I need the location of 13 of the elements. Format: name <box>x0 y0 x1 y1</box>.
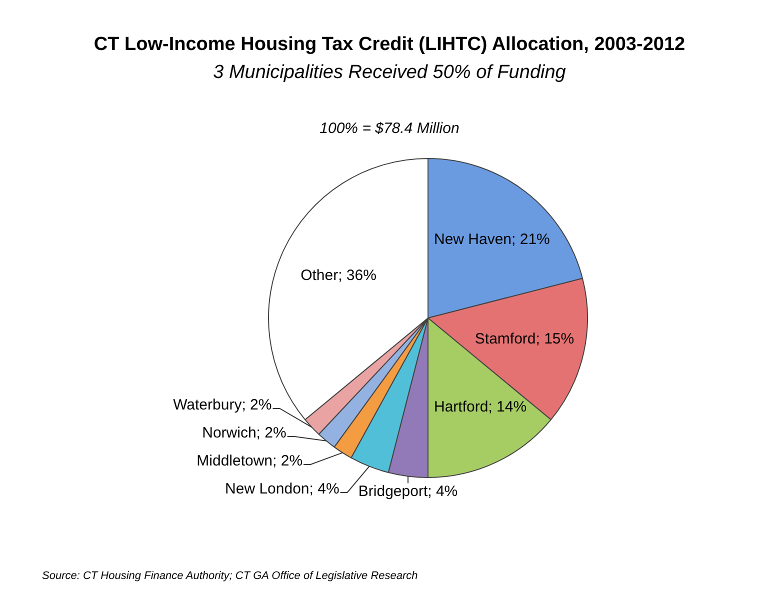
slice-label: Norwich; 2% <box>202 424 286 442</box>
chart-subtitle: 3 Municipalities Received 50% of Funding <box>212 62 567 84</box>
text: 100% = $78.4 Million <box>318 120 460 137</box>
slice-label: Other; 36% <box>300 267 376 284</box>
slice-label: Waterbury; 2% <box>173 396 272 414</box>
source-note: Source: CT Housing Finance Authority; CT GA Office of Legislative Research <box>42 570 418 582</box>
slice-label: Bridgeport; 4% <box>358 483 458 500</box>
slice-label: New London; 4% <box>225 480 340 498</box>
chart-title: CT Low-Income Housing Tax Credit (LIHTC) Allocation, 2003-2012 <box>92 34 686 56</box>
slice-label: Hartford; 14% <box>434 398 527 416</box>
slice-label: Stamford; 15% <box>474 330 574 348</box>
slice-label: New Haven; 21% <box>434 231 550 248</box>
slice-label: Middletown; 2% <box>196 452 303 470</box>
